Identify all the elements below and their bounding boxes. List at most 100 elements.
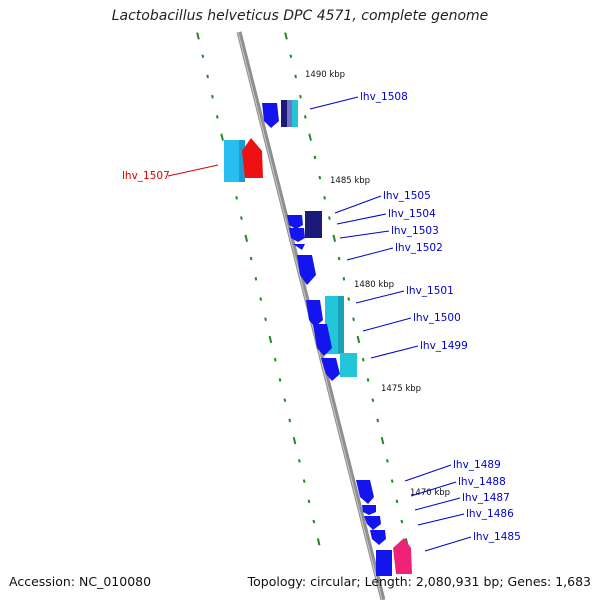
leader-1487 [414,497,461,511]
gene-label-1507[interactable]: lhv_1507 [122,170,170,182]
leader-1489 [404,464,452,482]
scale-tick [313,155,317,160]
gene-feature-1505[interactable] [287,215,303,229]
scale-tick [352,317,355,322]
scale-tick [254,276,258,281]
scale-label-1470: 1470 kbp [410,488,450,498]
scale-tick [284,32,288,40]
gene-label-1502[interactable]: lhv_1502 [395,242,443,254]
scale-tick [376,418,380,423]
gene-feature-1488[interactable] [362,505,376,515]
leader-1502 [346,247,394,261]
scale-tick [328,216,331,220]
leader-1499 [370,345,419,359]
scale-tick [292,437,297,445]
gene-feature-1499-b[interactable] [340,353,357,377]
scale-tick [316,538,321,546]
scale-tick [380,437,385,445]
scale-tick [215,115,219,119]
gene-feature-1500-shade [338,296,344,354]
gene-label-1486[interactable]: lhv_1486 [466,508,514,520]
leader-1500 [362,317,412,332]
gene-feature-1485-b[interactable] [393,538,412,574]
gene-label-1505[interactable]: lhv_1505 [383,190,431,202]
scale-tick [240,216,243,220]
gene-feature-1486[interactable] [370,530,386,545]
scale-tick [302,479,306,483]
scale-tick [337,256,341,261]
gene-labels: lhv_1508 lhv_1507 lhv_1505 lhv_1504 lhv_… [122,91,521,543]
scale-tick [249,256,253,261]
scale-tick [278,378,282,382]
scale-label-1485: 1485 kbp [330,176,370,186]
scale-tick [294,74,297,79]
gene-feature-1489[interactable] [356,480,374,504]
scale-tick [395,499,399,504]
genome-summary-text: Topology: circular; Length: 2,080,931 bp… [247,574,591,589]
scale-tick [206,74,209,79]
gene-label-1508[interactable]: lhv_1508 [360,91,408,103]
gene-feature-1507-a-shade [239,140,245,182]
gene-feature-1504[interactable] [305,211,322,238]
gene-feature-1508-a[interactable] [262,103,279,128]
gene-label-1488[interactable]: lhv_1488 [458,476,506,488]
gene-feature-1508-b[interactable] [281,100,288,127]
leader-1507 [167,164,219,177]
scale-tick [390,479,394,483]
leader-1501 [355,290,405,304]
scale-tick [273,357,277,362]
scale-tick [288,418,292,423]
scale-tick [196,32,200,40]
gene-label-1504[interactable]: lhv_1504 [388,208,436,220]
gene-label-1499[interactable]: lhv_1499 [420,340,468,352]
scale-tick [347,297,351,301]
scale-tick [299,94,302,99]
scale-tick [264,317,267,322]
gene-label-1487[interactable]: lhv_1487 [462,492,510,504]
scale-tick [400,519,404,524]
gene-feature-1508-d[interactable] [292,100,298,127]
gene-label-1489[interactable]: lhv_1489 [453,459,501,471]
gene-label-1485[interactable]: lhv_1485 [473,531,521,543]
scale-tick [268,335,273,344]
scale-tick [303,115,307,119]
gene-label-1501[interactable]: lhv_1501 [406,285,454,297]
gene-feature-1501[interactable] [306,300,323,327]
scale-label-1475: 1475 kbp [381,384,421,394]
scale-label-1480: 1480 kbp [354,280,394,290]
leader-lines [167,96,472,552]
leader-1486 [417,513,465,526]
tick-track-right [284,32,409,546]
scale-tick [386,459,389,463]
scale-tick [323,196,326,200]
gene-feature-1503[interactable] [289,228,305,242]
scale-tick [289,54,293,59]
scale-tick [308,133,312,141]
scale-tick [201,54,205,59]
leader-1504 [336,213,387,225]
scale-tick [307,499,311,504]
scale-tick [356,335,361,344]
gene-label-1503[interactable]: lhv_1503 [391,225,439,237]
accession-text: Accession: NC_010080 [9,574,152,589]
leader-1505 [334,195,382,214]
gene-feature-1485-a[interactable] [376,550,392,576]
gene-label-1500[interactable]: lhv_1500 [413,312,461,324]
gene-feature-1499[interactable] [321,358,340,381]
leader-1508 [309,96,359,110]
gene-feature-1507-b[interactable] [242,138,263,178]
gene-feature-1503-b[interactable] [293,244,305,250]
gene-feature-1508-c[interactable] [287,100,292,127]
leader-1485 [424,536,472,552]
scale-tick [332,234,337,242]
scale-tick [220,133,224,141]
scale-tick [318,175,322,180]
gene-feature-1502[interactable] [297,255,316,285]
scale-label-1490: 1490 kbp [305,70,345,80]
gene-feature-1500-b[interactable] [313,324,332,356]
scale-tick [259,297,263,301]
scale-tick [298,459,301,463]
scale-tick [342,276,346,281]
gene-feature-1487[interactable] [364,516,381,530]
